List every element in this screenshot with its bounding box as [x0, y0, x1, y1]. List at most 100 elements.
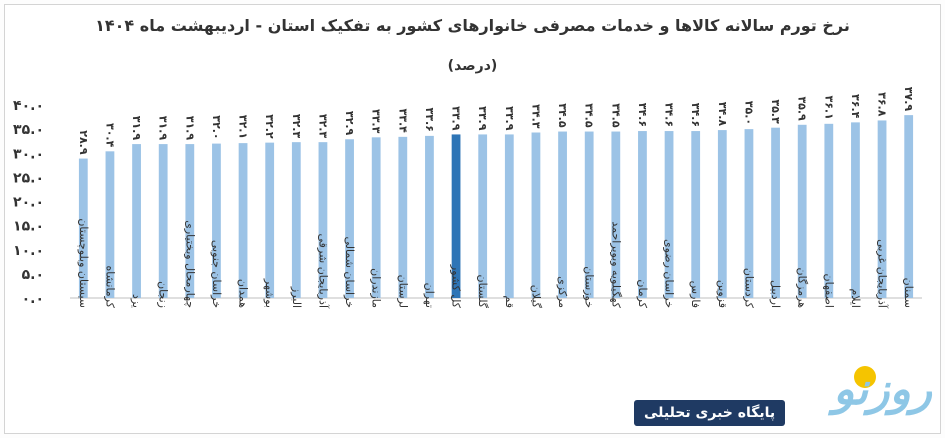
bar — [904, 115, 914, 298]
category-label: همدان — [237, 279, 250, 308]
value-label: ۳۳.۹ — [476, 106, 489, 131]
bar — [877, 120, 887, 298]
y-tick-label: ۲۰.۰ — [13, 195, 44, 211]
bar — [78, 158, 88, 298]
y-tick-label: ۵.۰ — [22, 267, 44, 283]
category-label: تهران — [423, 283, 436, 308]
y-axis: ۰.۰ ۵.۰ ۱۰.۰ ۱۵.۰ ۲۰.۰ ۲۵.۰ ۳۰.۰ ۳۵.۰ ۴۰.۰ — [13, 98, 922, 307]
bar — [265, 142, 275, 298]
value-label: ۳۱.۹ — [157, 116, 170, 141]
category-label: بوشهر — [263, 278, 276, 308]
y-tick-label: ۳۰.۰ — [13, 146, 44, 162]
chart-subtitle: (درصد) — [447, 58, 498, 74]
category-label: چهارمحال وبختیاری — [183, 220, 196, 308]
bar — [558, 131, 567, 298]
category-label: خراسان جنوبی — [210, 240, 223, 308]
value-label: ۳۳.۶ — [423, 108, 436, 132]
bar — [345, 139, 354, 298]
category-label: خوزستان — [583, 266, 596, 308]
category-label: گیلان — [529, 285, 542, 309]
category-label: هرمزگان — [796, 268, 809, 309]
category-label: قم — [503, 295, 516, 308]
value-label: ۳۲.۱ — [237, 115, 250, 139]
value-label: ۳۶.۸ — [876, 92, 889, 117]
bar — [611, 131, 621, 298]
value-label: ۳۳.۹ — [450, 106, 463, 131]
category-label: آذربایجان غربی — [876, 239, 890, 309]
y-tick-label: ۰.۰ — [22, 291, 44, 307]
bar — [531, 132, 541, 298]
category-label: اردبیل — [769, 280, 782, 308]
value-label: ۳۶.۱ — [822, 95, 835, 119]
category-label: گلستان — [476, 275, 489, 309]
value-label: ۳۲.۳ — [290, 114, 303, 139]
value-label: ۳۴.۵ — [609, 103, 622, 128]
value-label: ۳۷.۹ — [902, 87, 915, 112]
category-label: سیستان وبلوچستان — [77, 218, 90, 308]
logo-tagline: پایگاه خبری تحلیلی — [634, 400, 786, 426]
bar — [318, 142, 328, 298]
bar — [398, 136, 408, 298]
value-label: ۳۴.۶ — [689, 103, 702, 127]
value-label: ۳۵.۳ — [769, 99, 782, 124]
category-label: فارس — [689, 281, 702, 308]
y-tick-label: ۳۵.۰ — [13, 122, 44, 138]
bar — [638, 131, 647, 298]
value-label: ۳۰.۴ — [103, 123, 116, 148]
category-label: خراسان شمالی — [343, 236, 356, 308]
value-label: ۳۴.۶ — [636, 103, 649, 127]
bar — [691, 131, 701, 298]
category-label: کهگیلویه وبویراحمد — [609, 221, 622, 308]
value-label: ۲۸.۹ — [77, 130, 90, 155]
value-label: ۳۳.۹ — [503, 106, 516, 131]
value-label: ۳۶.۴ — [849, 94, 862, 119]
bar — [664, 131, 674, 298]
bar — [105, 151, 115, 298]
bar — [132, 144, 141, 298]
value-label: ۳۴.۵ — [556, 103, 569, 128]
logo-dot-icon — [854, 366, 876, 388]
value-label: ۳۲.۰ — [210, 115, 223, 139]
bar — [717, 130, 727, 298]
category-label: کردستان — [742, 268, 755, 309]
y-tick-label: ۲۵.۰ — [13, 170, 44, 186]
category-label: زنجان — [157, 281, 170, 308]
bar — [744, 129, 754, 298]
category-label: کرمان — [636, 279, 649, 308]
bar — [504, 134, 514, 298]
site-logo: روزنو پایگاه خبری تحلیلی — [628, 362, 938, 430]
category-label: کل کشور — [450, 264, 463, 309]
value-label: ۳۱.۹ — [130, 116, 143, 141]
value-label: ۳۴.۶ — [663, 103, 676, 127]
category-label: لرستان — [396, 275, 409, 308]
bar — [158, 144, 168, 298]
y-tick-label: ۴۰.۰ — [13, 98, 44, 114]
bar — [185, 144, 195, 298]
value-label: ۳۲.۹ — [343, 111, 356, 136]
category-label: مرکزی — [556, 276, 569, 308]
category-label: اصفهان — [822, 274, 835, 308]
category-label: البرز — [290, 286, 303, 308]
category-label: آذربایجان شرقی — [316, 234, 330, 309]
category-label: ایلام — [849, 289, 862, 309]
bar — [291, 142, 301, 298]
value-label: ۳۴.۵ — [583, 103, 596, 128]
category-label: یزد — [130, 294, 143, 308]
bar — [212, 143, 221, 298]
bar — [238, 143, 248, 298]
bar — [771, 127, 780, 299]
bar — [451, 134, 461, 298]
bar — [371, 137, 381, 298]
value-label: ۳۵.۹ — [796, 96, 809, 121]
category-label: مازندران — [370, 268, 383, 308]
category-label: خراسان رضوی — [663, 239, 676, 308]
bar — [478, 134, 488, 298]
value-label: ۳۴.۸ — [716, 102, 729, 127]
value-label: ۳۳.۳ — [370, 109, 383, 134]
chart-title: نرخ تورم سالانه کالاها و خدمات مصرفی خان… — [95, 16, 850, 35]
bar — [851, 122, 860, 299]
bar — [824, 123, 834, 298]
value-label: ۳۳.۴ — [396, 109, 409, 134]
bar — [425, 135, 434, 298]
